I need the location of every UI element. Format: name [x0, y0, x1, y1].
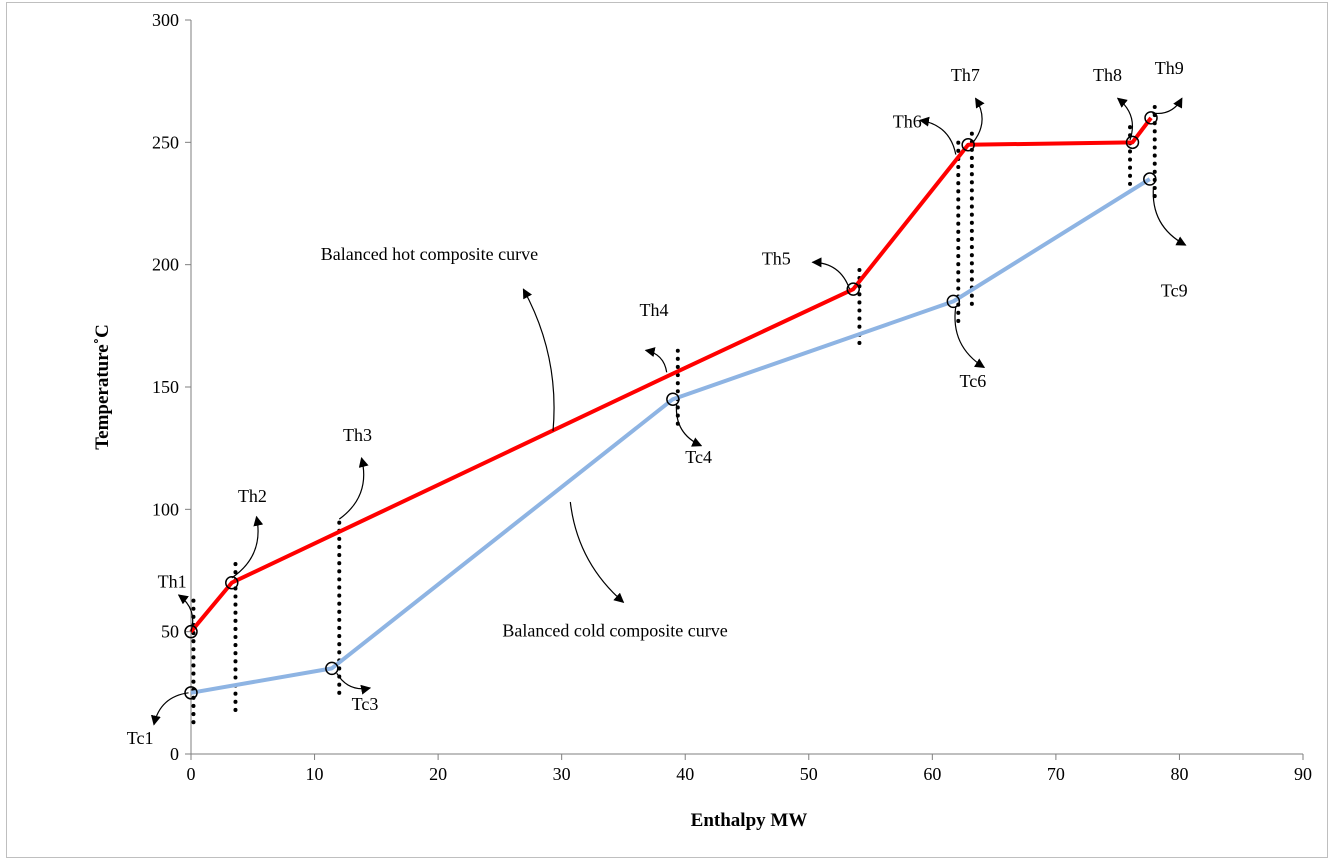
annotation-label: Th1 — [158, 572, 187, 592]
annotation-label: Balanced hot composite curve — [321, 244, 538, 264]
annotation-arrow — [644, 347, 668, 373]
y-tick-label: 250 — [152, 132, 179, 152]
y-tick-label: 150 — [152, 377, 179, 397]
hot-composite-curve — [189, 116, 1153, 633]
data-point-marker — [1143, 172, 1157, 186]
annotation-arrow — [336, 672, 372, 695]
x-tick-label: 30 — [553, 764, 571, 784]
annotation-label: Th5 — [762, 249, 791, 269]
data-point-marker — [1125, 135, 1140, 150]
annotation-arrow — [338, 456, 369, 520]
data-point-marker — [961, 138, 975, 152]
markers — [184, 111, 1158, 700]
annotation-arrow — [918, 116, 957, 155]
annotation-label: Th4 — [640, 300, 669, 320]
annotation-arrow — [569, 501, 625, 603]
annotation-arrow — [811, 257, 851, 290]
x-axis-title: Enthalpy MW — [691, 810, 808, 831]
y-tick-label: 100 — [152, 499, 179, 519]
annotation-label: Th2 — [238, 486, 267, 506]
annotation-label: Th9 — [1155, 58, 1184, 78]
y-tick-label: 0 — [170, 744, 179, 764]
x-tick-label: 20 — [429, 764, 447, 784]
data-point-marker — [184, 624, 198, 639]
annotation-arrow — [675, 404, 703, 447]
annotation-arrow — [972, 97, 985, 143]
y-tick-label: 300 — [152, 10, 179, 30]
data-point-marker — [846, 282, 861, 296]
data-point-marker — [325, 661, 339, 676]
x-tick-label: 50 — [800, 764, 818, 784]
annotation-label: Th3 — [343, 425, 372, 445]
x-tick-label: 0 — [187, 764, 196, 784]
x-tick-label: 40 — [676, 764, 694, 784]
annotation-label: Tc9 — [1161, 280, 1188, 300]
annotation-arrow — [522, 288, 555, 432]
annotation-arrow — [231, 515, 264, 579]
x-tick-label: 70 — [1047, 764, 1065, 784]
annotation-arrow — [150, 692, 189, 726]
data-point-marker — [225, 575, 239, 590]
annotation-label: Th8 — [1093, 65, 1122, 85]
x-tick-label: 80 — [1170, 764, 1188, 784]
data-point-marker — [666, 392, 680, 406]
annotation-arrow — [1152, 97, 1183, 115]
y-axis-title: Temperature˚C — [92, 324, 113, 450]
annotation-label: Balanced cold composite curve — [502, 621, 727, 641]
y-tick-label: 200 — [152, 255, 179, 275]
x-tick-label: 10 — [306, 764, 324, 784]
x-tick-label: 60 — [923, 764, 941, 784]
annotation-label: Tc3 — [352, 694, 379, 714]
y-tick-label: 50 — [161, 622, 179, 642]
x-tick-label: 90 — [1294, 764, 1312, 784]
annotation-arrow — [1116, 97, 1133, 141]
annotations: Th1 Th2 Th3 Th4 Th5 Th6 Th7 Th8 Th9 Tc1 Tc3 Tc4 Tc6 T… — [127, 58, 1188, 748]
annotation-label: Tc1 — [127, 728, 154, 748]
annotation-arrow — [954, 306, 986, 368]
annotation-arrow — [177, 594, 194, 632]
annotation-label: Tc4 — [685, 447, 712, 467]
annotation-arrow — [1152, 186, 1187, 246]
cold-composite-curve — [190, 177, 1151, 695]
annotation-label: Th7 — [951, 65, 980, 85]
annotation-label: Th6 — [893, 112, 922, 132]
series — [189, 116, 1153, 695]
data-point-marker — [1144, 111, 1158, 125]
annotation-label: Tc6 — [960, 371, 987, 391]
data-point-marker — [946, 294, 961, 309]
